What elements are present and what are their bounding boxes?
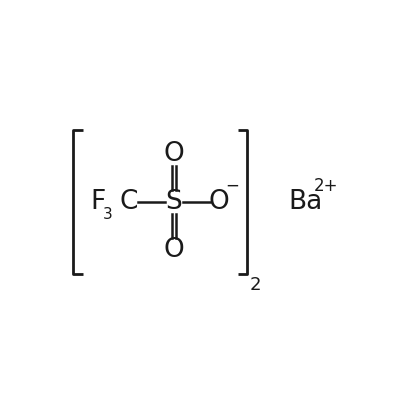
Text: Ba: Ba xyxy=(289,189,323,215)
Text: O: O xyxy=(208,189,229,215)
Text: O: O xyxy=(164,237,184,263)
Text: S: S xyxy=(166,189,182,215)
Text: 3: 3 xyxy=(102,207,112,222)
Text: 2+: 2+ xyxy=(314,177,338,195)
Text: C: C xyxy=(120,189,138,215)
Text: O: O xyxy=(164,141,184,167)
Text: −: − xyxy=(225,177,239,195)
Text: 2: 2 xyxy=(250,276,261,294)
Text: F: F xyxy=(90,189,106,215)
